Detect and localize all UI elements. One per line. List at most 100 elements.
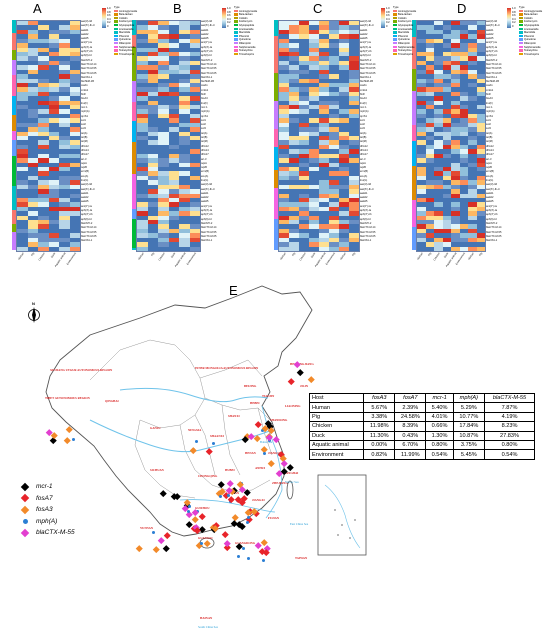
gene-label: blaCMY-2 [201,221,213,225]
heatmap-cell [339,144,350,150]
type-legend-item: Quinolone [393,38,416,42]
heatmap-cell [38,122,49,128]
heatmap-cell [425,87,435,93]
heatmap-cell [442,21,452,26]
heatmap-cell [339,29,350,35]
heatmap-cell [17,127,28,132]
heatmap-cell [329,127,340,132]
province-label: QINGHAI [105,399,119,403]
heatmap-cell [17,184,28,190]
heatmap-cell [48,153,60,159]
heatmap-cell [27,38,39,44]
heatmap-cell [147,25,159,31]
heatmap-cell [59,136,70,141]
type-legend-swatch [114,24,118,27]
heatmap-cell [137,82,148,88]
heatmap-cell [38,96,49,101]
heatmap-cell [417,96,426,101]
heatmap-cell [48,197,60,203]
gene-label: aadA1 [201,28,209,32]
gene-label: floR [486,93,491,97]
heatmap-cell [329,215,340,221]
gene-label: aac(6')-Ib-cr [360,187,374,191]
heatmap-cell [339,100,350,106]
heatmap-cell [69,65,80,70]
gene-label: oqxA [360,161,366,165]
type-legend-item: Beta-lactam [393,13,416,17]
heatmap-cell [137,69,148,75]
heatmap-cell [442,206,452,212]
type-legend-item: Beta-lactam [234,13,257,17]
heatmap-cell [137,100,148,106]
heatmap-cell [417,197,426,203]
heatmap-cell [179,162,190,168]
heatmap-cell [459,228,469,234]
province-label: GUIZHOU [195,506,210,510]
heatmap-cell [69,105,80,110]
heatmap-cell [349,166,359,172]
heatmap-cell [309,127,320,132]
heatmap-cell [158,233,169,239]
heatmap-cell [38,127,49,132]
heatmap-cell [451,21,460,26]
gene-label: blaCTX-M-65 [360,234,376,238]
heatmap-cell [158,224,169,230]
heatmap-cell [17,21,28,26]
gene-label: qnrS1 [486,114,493,118]
heatmap-cell [468,100,477,106]
type-legend-label: Glycopeptide [524,23,540,27]
heatmap-cell [459,122,469,128]
color-scale-tick: 0.2 [512,21,516,25]
heatmap-cell [339,113,350,119]
heatmap-cell [189,140,200,146]
gene-label: blaTEM-1B [486,80,499,84]
gene-marker [194,440,198,444]
gene-legend-label: mph(A) [36,517,58,525]
heatmap-cell [189,91,200,97]
gene-label: aadA2 [201,32,209,36]
heatmap-cell [48,220,60,225]
heatmap-cell [329,29,340,35]
heatmap-cell [137,127,148,132]
heatmap-cell [417,189,426,194]
heatmap-cell [137,118,148,124]
type-legend-label: Trimethoprim [239,52,255,56]
heatmap-cell [179,144,190,150]
heatmap-cell [59,171,70,177]
heatmap-cell [468,113,477,119]
compass-letter: N [32,301,35,306]
heatmap-cell [48,144,60,150]
heatmap-cell [179,211,190,216]
heatmap-cell [17,158,28,163]
heatmap-cell [459,91,469,97]
type-legend-title: Type [393,6,399,9]
gene-label: dfrA17 [486,153,494,157]
heatmap-cell [158,51,169,57]
heatmap-cell [147,228,159,234]
heatmap-cell [17,74,28,79]
column-label: Environment [325,252,337,266]
heatmap-cell [417,153,426,159]
heatmap-cell [299,118,310,124]
heatmap-cell [476,51,485,57]
heatmap-cell [59,25,70,31]
gene-label: dfrA17 [81,153,89,157]
heatmap-cell [279,246,290,251]
table-header-host: Host [308,392,365,404]
heatmap-cell [329,158,340,163]
heatmap-cell [48,43,60,48]
gene-label: blaOXA-1 [201,75,213,79]
heatmap-cell [349,242,359,247]
heatmap-cell [349,78,359,84]
heatmap-cell [309,109,320,115]
heatmap-cell [27,127,39,132]
gene-label: blaTEM-1B [81,80,94,84]
heatmap-cell [147,21,159,26]
heatmap-cell [476,25,485,31]
heatmap-cell [147,136,159,141]
heatmap-cell [59,65,70,70]
heatmap-cell [279,136,290,141]
heatmap-cell [137,162,148,168]
heatmap-cell [425,224,435,230]
heatmap-cell [442,118,452,124]
